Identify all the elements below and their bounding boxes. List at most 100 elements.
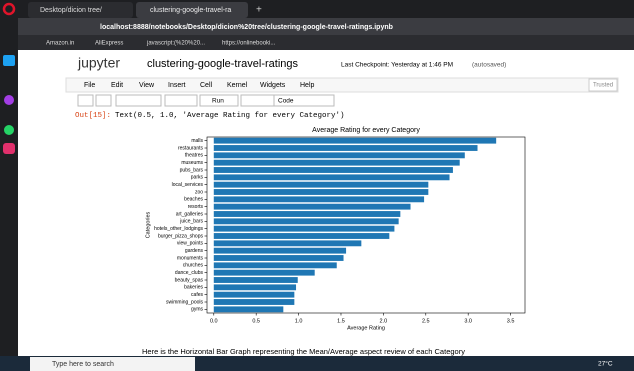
menu-item[interactable]: File [84, 82, 95, 89]
menu-bar [65, 77, 619, 93]
trusted-box [588, 78, 618, 92]
notebook-name[interactable]: clustering-google-travel-ratings [147, 58, 299, 70]
bar [213, 174, 450, 181]
y-tick-label: restaurants [178, 145, 204, 151]
bookmark[interactable]: AliExpress [95, 41, 123, 47]
menu-item[interactable]: Cell [200, 82, 213, 89]
bar [213, 181, 429, 188]
y-tick-label: monuments [177, 255, 204, 261]
chart: Average Rating for every Category Averag… [145, 127, 526, 331]
run-button[interactable]: Run [212, 98, 224, 105]
y-tick-label: swimming_pools [166, 299, 203, 305]
bar [213, 306, 284, 313]
out-prompt: Out[15]: [75, 112, 111, 120]
y-tick-label: pubs_bars [180, 167, 204, 173]
x-tick-label: 2.0 [380, 318, 388, 324]
sidebar [0, 0, 18, 356]
y-tick-label: gyms [191, 307, 203, 313]
tab[interactable] [28, 2, 133, 18]
y-tick-label: juice_bars [179, 219, 203, 225]
x-tick-label: 1.5 [337, 318, 345, 324]
bar [213, 225, 395, 232]
menu-item[interactable]: Edit [111, 82, 123, 89]
bar [213, 137, 497, 144]
bar [213, 211, 401, 217]
autosaved: (autosaved) [472, 62, 506, 69]
bar [213, 203, 411, 210]
bookmark[interactable]: https://onlinebooki... [222, 41, 276, 47]
y-tick-label: malls [191, 138, 203, 144]
opera-logo [2, 2, 16, 16]
tab-title: clustering-google-travel-ra [150, 7, 231, 14]
y-tick-label: zoo [195, 189, 203, 195]
menu-item[interactable]: Help [300, 82, 315, 89]
y-tick-label: dance_clubs [175, 270, 204, 276]
address-bar [18, 18, 634, 35]
x-tick-label: 3.5 [507, 318, 515, 324]
trusted[interactable]: Trusted [593, 83, 613, 89]
x-tick-label: 3.0 [464, 318, 472, 324]
y-tick-label: local_services [172, 182, 204, 188]
menu-item[interactable]: Widgets [260, 82, 286, 89]
bar [213, 269, 315, 276]
caption: Here is the Horizontal Bar Graph represe… [142, 347, 465, 356]
bar [213, 233, 390, 239]
weather: 27°C [598, 360, 613, 368]
bar [213, 167, 453, 173]
bar [213, 291, 295, 298]
bar [213, 277, 298, 283]
y-tick-label: cafes [191, 292, 203, 298]
x-tick-label: 2.5 [422, 318, 430, 324]
bookmark[interactable]: Amazon.in [46, 41, 74, 47]
y-tick-label: gardens [185, 248, 204, 254]
x-tick-label: 0.5 [252, 318, 260, 324]
x-tick-label: 0.0 [210, 318, 218, 324]
y-axis-label: Categories [145, 211, 151, 238]
menu-item[interactable]: View [139, 82, 155, 89]
y-tick-label: theatres [185, 153, 204, 159]
bar [213, 284, 297, 291]
new-tab[interactable]: + [256, 5, 262, 16]
menu-item[interactable]: Kernel [227, 82, 248, 89]
y-tick-label: bakeries [184, 285, 203, 291]
y-tick-label: parks [191, 175, 204, 181]
y-tick-label: art_galleries [176, 211, 204, 217]
bar [213, 152, 465, 159]
bar [213, 299, 295, 305]
out-text: Text(0.5, 1.0, 'Average Rating for every… [115, 112, 345, 120]
menu-item[interactable]: Insert [168, 82, 186, 89]
x-tick-label: 1.0 [295, 318, 303, 324]
search-box[interactable] [30, 357, 195, 371]
bar [213, 145, 478, 151]
y-tick-label: museums [181, 160, 203, 166]
bar [213, 255, 344, 261]
bar [213, 189, 429, 195]
y-tick-label: hotels_other_lodgings [154, 226, 203, 232]
y-tick-label: beauty_spas [175, 277, 204, 283]
y-tick-label: churches [183, 263, 204, 269]
toolbar [77, 94, 335, 107]
x-axis-label: Average Rating [347, 325, 385, 331]
cell-type[interactable]: Code [278, 98, 294, 105]
sidebar-icons [3, 55, 15, 154]
bar [213, 159, 460, 166]
chart-title: Average Rating for every Category [312, 127, 420, 134]
bar [213, 240, 362, 247]
search-text: Type here to search [52, 361, 114, 368]
bookmarks-bar [18, 35, 634, 50]
bar [213, 196, 425, 203]
bar [213, 262, 337, 269]
tab-active[interactable] [136, 2, 248, 18]
y-tick-label: view_points [177, 241, 204, 247]
bookmark[interactable]: javascript:(%20%20... [146, 41, 205, 47]
y-tick-label: beaches [184, 197, 203, 203]
jupyter-logo: jupyter [77, 55, 120, 71]
bar [213, 247, 347, 254]
bar [213, 218, 399, 225]
y-tick-label: resorts [188, 204, 204, 210]
checkpoint: Last Checkpoint: Yesterday at 1:46 PM [341, 62, 453, 69]
tab-title: Desktop/dicion tree/ [40, 7, 102, 14]
plot-frame [206, 136, 526, 314]
url[interactable]: localhost:8888/notebooks/Desktop/dicion%… [100, 24, 393, 31]
